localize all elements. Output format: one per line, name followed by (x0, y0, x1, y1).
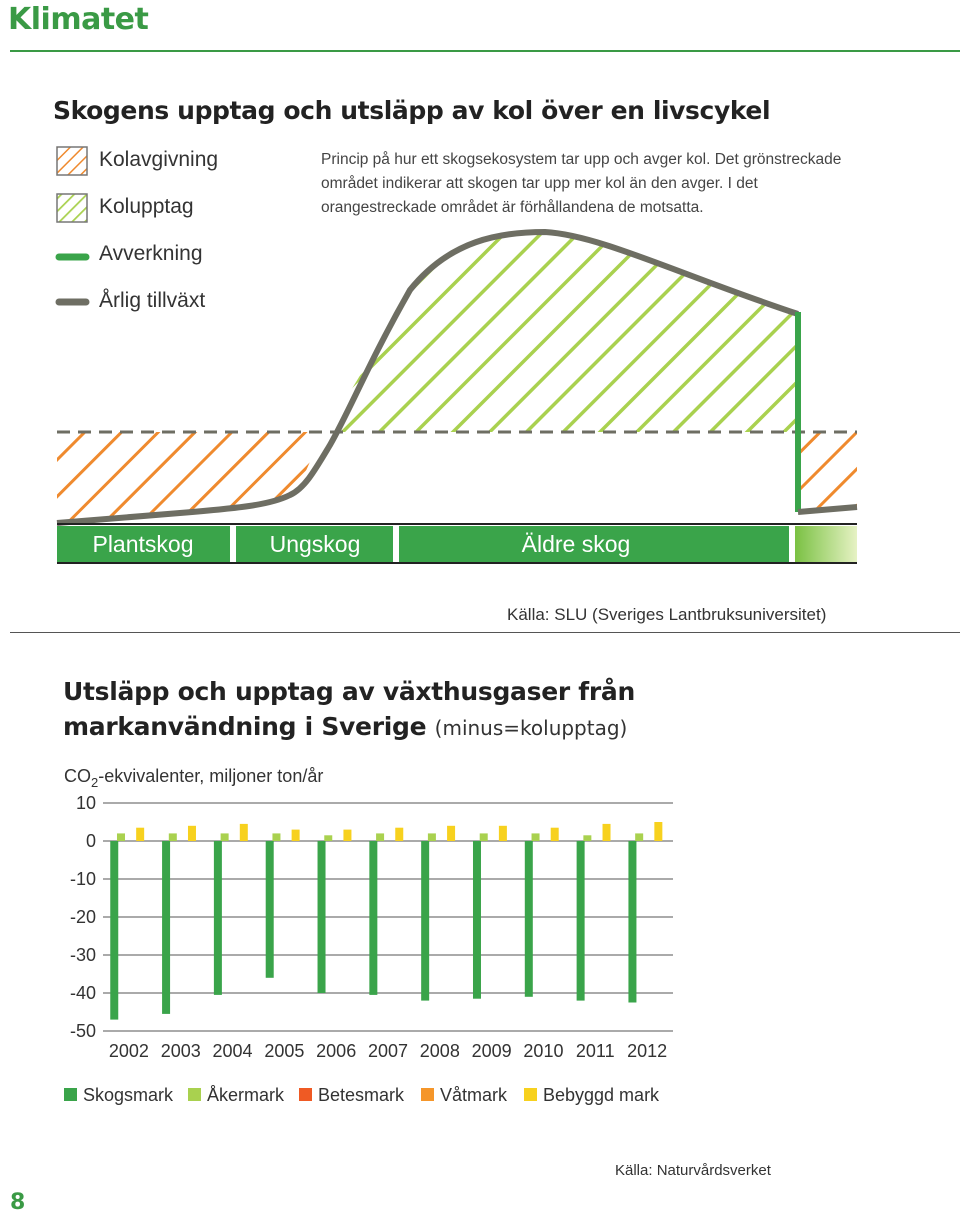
legend-label-kolavgivning: Kolavgivning (99, 148, 219, 171)
stage-regrowth (795, 526, 857, 562)
x-tick-label: 2009 (472, 1041, 512, 1061)
stage-label-plantskog: Plantskog (92, 531, 193, 557)
bar-skogsmark-2012 (628, 841, 637, 1003)
page-number: 8 (10, 1190, 26, 1215)
y-tick-label: -40 (70, 983, 96, 1003)
legend-label-bebyggd-mark: Bebyggd mark (543, 1085, 660, 1105)
stage-plantskog (57, 526, 230, 562)
bar-skogsmark-2004 (213, 841, 222, 995)
lifecycle-source: Källa: SLU (Sveriges Lantbruksuniversite… (507, 605, 827, 624)
bar-skogsmark-2011 (576, 841, 585, 1001)
kolupptag-area (323, 232, 798, 432)
bar-åkermark-2012 (635, 833, 644, 841)
arlig-tillvaxt-curve (56, 229, 799, 526)
bar-skogsmark-2007 (369, 841, 378, 995)
y-axis-label: CO2-ekvivalenter, miljoner ton/år (64, 766, 323, 790)
section-header-title: Klimatet (8, 2, 149, 37)
x-tick-label: 2011 (576, 1041, 615, 1061)
regrowth-curve (797, 504, 858, 515)
bar-bebyggd-mark-2011 (602, 823, 611, 841)
bar-åkermark-2009 (479, 833, 488, 841)
legend-swatch-våtmark (421, 1088, 434, 1101)
y-tick-label: -10 (70, 869, 96, 889)
bar-bebyggd-mark-2005 (291, 829, 300, 841)
emissions-chart-title: Utsläpp och upptag av växthusgaser från … (63, 674, 763, 746)
bars (110, 822, 663, 1020)
y-tick-labels: 10 0 -10 -20 -30 -40 -50 (70, 793, 96, 1041)
bar-åkermark-2011 (583, 835, 592, 841)
y-tick-label: 0 (86, 831, 96, 851)
bar-åkermark-2005 (272, 833, 281, 841)
lifecycle-figure-title: Skogens upptag och utsläpp av kol över e… (53, 96, 771, 125)
x-tick-label: 2002 (109, 1041, 149, 1061)
bar-åkermark-2002 (116, 833, 125, 841)
y-tick-label: -50 (70, 1021, 96, 1041)
legend-label-skogsmark: Skogsmark (83, 1085, 174, 1105)
header-divider (10, 50, 960, 52)
y-tick-label: 10 (76, 793, 96, 813)
kolavgivning-area-left (57, 432, 323, 523)
bar-skogsmark-2003 (162, 841, 171, 1014)
bar-bebyggd-mark-2002 (136, 827, 145, 841)
stage-label-aldre-skog: Äldre skog (522, 531, 631, 557)
legend-label-arlig-tillvaxt: Årlig tillväxt (99, 289, 206, 312)
bar-bebyggd-mark-2009 (498, 825, 507, 841)
x-tick-label: 2006 (316, 1041, 356, 1061)
bar-skogsmark-2005 (265, 841, 274, 978)
emissions-title-line1: Utsläpp och upptag av växthusgaser från (63, 677, 635, 706)
emissions-title-note: (minus=kolupptag) (434, 716, 628, 740)
lifecycle-diagram: Plantskog Ungskog Äldre skog (55, 146, 858, 564)
stage-label-ungskog: Ungskog (270, 531, 361, 557)
bar-åkermark-2010 (531, 833, 540, 841)
x-tick-label: 2008 (420, 1041, 460, 1061)
lifecycle-description: Princip på hur ett skogsekosystem tar up… (321, 151, 842, 216)
bar-åkermark-2006 (324, 835, 333, 841)
stage-aldre-skog (399, 526, 789, 562)
x-tick-labels: 2002 2003 2004 2005 2006 2007 2008 2009 2010 2011… (109, 1041, 667, 1061)
legend-label-betesmark: Betesmark (318, 1085, 405, 1105)
legend-swatch-bebyggd-mark (524, 1088, 537, 1101)
bar-bebyggd-mark-2012 (654, 822, 663, 841)
emissions-source: Källa: Naturvårdsverket (615, 1162, 771, 1179)
legend-label-våtmark: Våtmark (440, 1085, 508, 1105)
bar-bebyggd-mark-2003 (187, 825, 196, 841)
kolavgivning-swatch-icon (56, 146, 88, 176)
x-tick-label: 2003 (161, 1041, 201, 1061)
x-tick-label: 2012 (627, 1041, 667, 1061)
stage-ungskog (236, 526, 393, 562)
legend-label-åkermark: Åkermark (207, 1085, 285, 1105)
bar-åkermark-2007 (376, 833, 385, 841)
x-tick-label: 2007 (368, 1041, 408, 1061)
legend-label-kolupptag: Kolupptag (99, 195, 194, 218)
emissions-title-line2: markanvändning i Sverige (63, 712, 427, 741)
bar-skogsmark-2006 (317, 841, 326, 993)
legend-swatch-betesmark (299, 1088, 312, 1101)
bar-bebyggd-mark-2010 (550, 827, 559, 841)
bar-bebyggd-mark-2006 (343, 829, 352, 841)
y-tick-label: -20 (70, 907, 96, 927)
section-divider (10, 632, 960, 633)
legend-label-avverkning: Avverkning (99, 242, 203, 265)
bar-skogsmark-2002 (110, 841, 119, 1020)
kolavgivning-area-right (798, 432, 857, 512)
bar-bebyggd-mark-2004 (239, 823, 248, 841)
legend-swatch-skogsmark (64, 1088, 77, 1101)
bar-åkermark-2004 (220, 833, 229, 841)
bar-skogsmark-2009 (472, 841, 481, 999)
x-tick-label: 2005 (264, 1041, 304, 1061)
bar-skogsmark-2010 (524, 841, 533, 997)
kolupptag-swatch-icon (56, 193, 88, 223)
bar-åkermark-2003 (168, 833, 177, 841)
x-tick-label: 2004 (213, 1041, 253, 1061)
bar-bebyggd-mark-2008 (447, 825, 456, 841)
bar-åkermark-2008 (427, 833, 436, 841)
chart-legend: Skogsmark Åkermark Betesmark Våtmark Bebyggd… (64, 1085, 660, 1105)
bar-bebyggd-mark-2007 (395, 827, 404, 841)
bar-skogsmark-2008 (421, 841, 430, 1001)
legend-swatch-åkermark (188, 1088, 201, 1101)
x-tick-label: 2010 (523, 1041, 563, 1061)
y-tick-label: -30 (70, 945, 96, 965)
emissions-bar-chart: CO2-ekvivalenter, miljoner ton/år 10 0 -10… (64, 766, 673, 1105)
